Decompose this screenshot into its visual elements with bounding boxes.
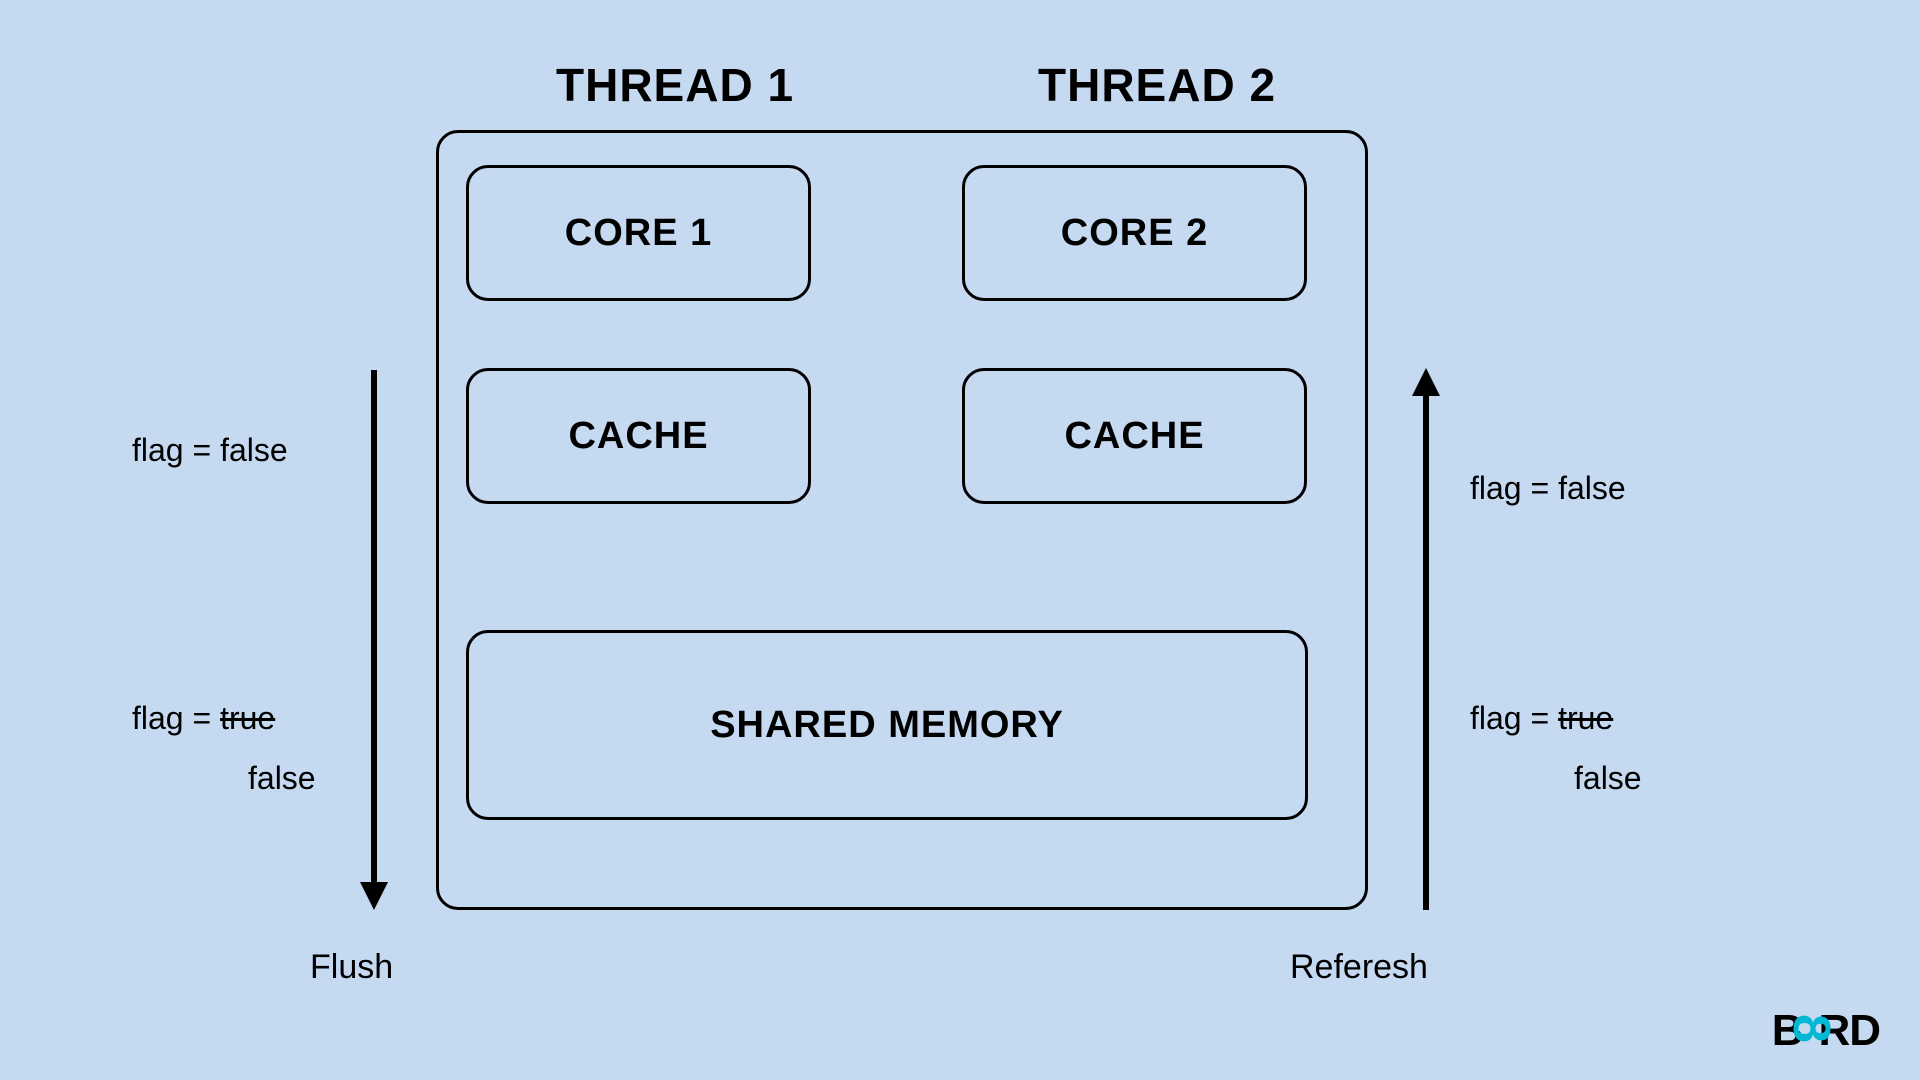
core-2-label: CORE 2 (1061, 212, 1208, 255)
flush-arrow-down-icon (352, 360, 396, 920)
right-flag-mid-prefix: flag = (1470, 700, 1558, 736)
cache-2-label: CACHE (1064, 415, 1204, 458)
core-2-box: CORE 2 (962, 165, 1307, 301)
core-1-label: CORE 1 (565, 212, 712, 255)
left-flag-mid-below-label: false (248, 760, 316, 797)
cache-2-box: CACHE (962, 368, 1307, 504)
board-logo: B 8 RD (1772, 1006, 1880, 1056)
right-flag-top-label: flag = false (1470, 470, 1626, 507)
cache-1-box: CACHE (466, 368, 811, 504)
right-flag-mid-below-label: false (1574, 760, 1642, 797)
right-flag-mid-label: flag = true (1470, 700, 1613, 737)
left-flag-mid-struck: true (220, 700, 275, 736)
shared-memory-box: SHARED MEMORY (466, 630, 1308, 820)
flush-label: Flush (310, 948, 393, 987)
cache-1-label: CACHE (568, 415, 708, 458)
core-1-box: CORE 1 (466, 165, 811, 301)
refresh-arrow-up-icon (1404, 360, 1448, 920)
refresh-label: Referesh (1290, 948, 1428, 987)
left-flag-top-label: flag = false (132, 432, 288, 469)
diagram-canvas: THREAD 1 THREAD 2 CORE 1 CORE 2 CACHE CA… (0, 0, 1920, 1080)
shared-memory-label: SHARED MEMORY (710, 704, 1064, 747)
left-flag-mid-prefix: flag = (132, 700, 220, 736)
left-flag-mid-label: flag = true (132, 700, 275, 737)
thread-2-title: THREAD 2 (1038, 58, 1276, 112)
right-flag-mid-struck: true (1558, 700, 1613, 736)
thread-1-title: THREAD 1 (556, 58, 794, 112)
